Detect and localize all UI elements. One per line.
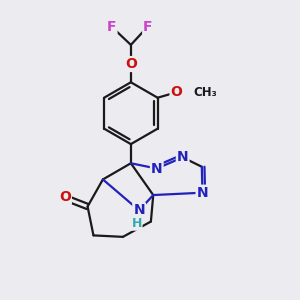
Text: H: H xyxy=(132,217,142,230)
Text: N: N xyxy=(177,150,188,164)
Text: N: N xyxy=(151,161,163,176)
Text: CH₃: CH₃ xyxy=(193,86,217,99)
Text: O: O xyxy=(125,57,137,71)
Text: O: O xyxy=(59,190,71,204)
Text: F: F xyxy=(107,20,116,34)
Text: O: O xyxy=(170,85,182,99)
Text: N: N xyxy=(196,186,208,200)
Text: F: F xyxy=(143,20,153,34)
Text: N: N xyxy=(133,203,145,218)
